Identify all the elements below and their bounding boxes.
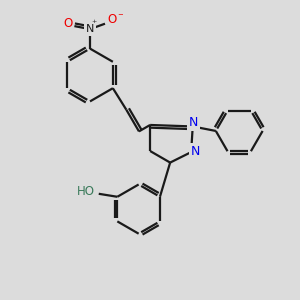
Text: O: O (63, 17, 72, 30)
Text: $^+$: $^+$ (90, 19, 98, 28)
Text: N: N (86, 24, 94, 34)
Text: N: N (189, 116, 198, 129)
Text: $^-$: $^-$ (116, 12, 125, 22)
Text: O: O (108, 13, 117, 26)
Text: N: N (191, 145, 200, 158)
Text: HO: HO (77, 185, 95, 199)
